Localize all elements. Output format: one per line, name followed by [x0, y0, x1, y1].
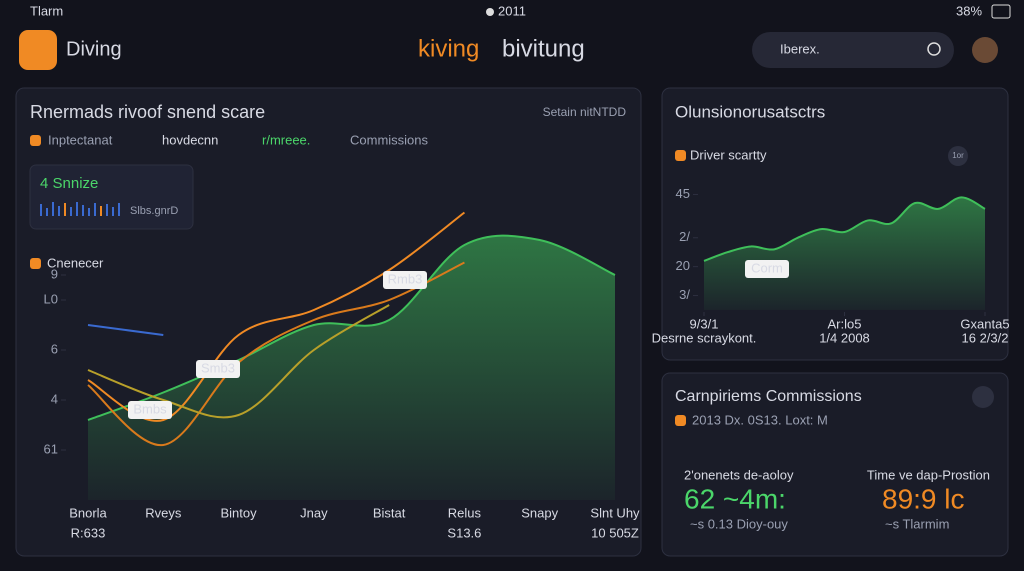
clock-icon: [486, 8, 494, 16]
annotation: Corm: [751, 260, 783, 275]
x-tick-label: Ar:lo5: [828, 316, 862, 331]
x-sublabel: 1/4 2008: [819, 330, 870, 345]
x-tick-label: Bintoy: [221, 505, 258, 520]
card-title: 4 Snnize: [40, 175, 98, 192]
y-tick-label: L0: [44, 291, 58, 306]
logo[interactable]: [19, 30, 57, 70]
commissions-title: Carnpiriems Commissions: [675, 388, 862, 405]
side-icon: [675, 150, 686, 161]
card-caption: Slbs.gnrD: [130, 205, 178, 217]
x-tick-label: Slnt Uhy: [590, 505, 640, 520]
y-tick-label: 45: [676, 186, 690, 201]
commissions-panel: [661, 372, 1009, 557]
series-line: [87, 261, 465, 447]
card-sparkbars: [40, 202, 120, 216]
y-tick-label: 4: [51, 391, 58, 406]
series-line: [87, 234, 616, 421]
commissions-icon: [675, 415, 686, 426]
x-sublabel: 10 505Z: [591, 525, 639, 540]
area: [704, 197, 985, 310]
x-sublabel: 16 2/3/2: [962, 330, 1009, 345]
tab[interactable]: r/mreee.: [262, 132, 310, 147]
series-line: [87, 304, 390, 419]
tab-icon: [30, 135, 41, 146]
tab[interactable]: hovdecnn: [162, 132, 218, 147]
section-icon: [30, 258, 41, 269]
x-tick-label: Relus: [448, 505, 482, 520]
tab[interactable]: Commissions: [350, 132, 429, 147]
metric-label: 2'onenets de-aoloy: [684, 467, 794, 482]
side-title: Olunsionorusatsctrs: [675, 102, 825, 121]
panel-button[interactable]: [972, 386, 994, 408]
annotation-box: [196, 360, 240, 378]
x-tick-label: Snapy: [521, 505, 558, 520]
x-tick-label: Bnorla: [69, 505, 107, 520]
x-tick-label: Jnay: [300, 505, 328, 520]
y-tick-label: 2/: [679, 229, 690, 244]
annotation: Smb3: [201, 360, 235, 375]
status-carrier: Tlarm: [30, 3, 63, 18]
metric-label: Time ve dap-Prostion: [867, 467, 990, 482]
annotation: Bmbs: [133, 401, 167, 416]
x-sublabel: Desrne scraykont.: [652, 330, 757, 345]
side-subtitle: Driver scartty: [690, 147, 767, 162]
battery-icon: [991, 4, 1011, 19]
series-line: [703, 196, 986, 262]
y-tick-label: 6: [51, 341, 58, 356]
x-tick-label: Bistat: [373, 505, 406, 520]
search-text: Iberex.: [780, 41, 820, 56]
title-accent: kiving: [418, 35, 479, 62]
area: [88, 235, 615, 501]
series-line: [87, 324, 164, 336]
annotation: Rmb3: [388, 271, 423, 286]
x-sublabel: S13.6: [447, 525, 481, 540]
main-chart: 9 L0 6 4 61 Bnorla Rveys Bintoy Jnay Bistat Relus S…: [44, 211, 640, 540]
search-icon[interactable]: [927, 42, 941, 56]
driver-chart: 45 2/20 3/9/3/1 Ar:lo5 Gxanta5 Desrne scrayko…: [652, 186, 1010, 346]
metric-note: ~s Tlarmim: [885, 516, 949, 531]
y-tick-label: 20: [676, 258, 690, 273]
y-tick-label: 61: [44, 441, 58, 456]
commissions-subtitle: 2013 Dx. 0S13. Loxt: M: [692, 412, 828, 427]
metric-value: 62 ~4m:: [684, 483, 786, 514]
x-tick-label: Rveys: [145, 505, 182, 520]
annotation-box: [745, 260, 789, 278]
annotation-box: [128, 401, 172, 419]
status-battery: 38%: [956, 3, 982, 18]
series-line: [87, 211, 466, 422]
panel-right-label: Setain nitNTDD: [543, 105, 627, 119]
metric-value: 89:9 lc: [882, 483, 965, 514]
y-tick-label: 3/: [679, 287, 690, 302]
annotation-box: [383, 271, 427, 289]
search-box[interactable]: [752, 32, 954, 68]
badge[interactable]: [948, 146, 968, 166]
tab[interactable]: Inptectanat: [48, 132, 113, 147]
badge-text: 1or: [952, 151, 964, 160]
y-tick-label: 9: [51, 266, 58, 281]
metric-note: ~s 0.13 Dioy-ouy: [690, 516, 788, 531]
avatar[interactable]: [972, 37, 998, 63]
x-tick-label: Gxanta5: [960, 316, 1009, 331]
title-rest: bivitung: [502, 35, 585, 62]
status-time: 2011: [498, 3, 526, 18]
app-name: Diving: [66, 38, 122, 60]
section-label: Cnenecer: [47, 255, 104, 270]
x-sublabel: R:633: [71, 525, 106, 540]
panel-title: Rnermads rivoof snend scare: [30, 102, 265, 122]
x-tick-label: 9/3/1: [690, 316, 719, 331]
